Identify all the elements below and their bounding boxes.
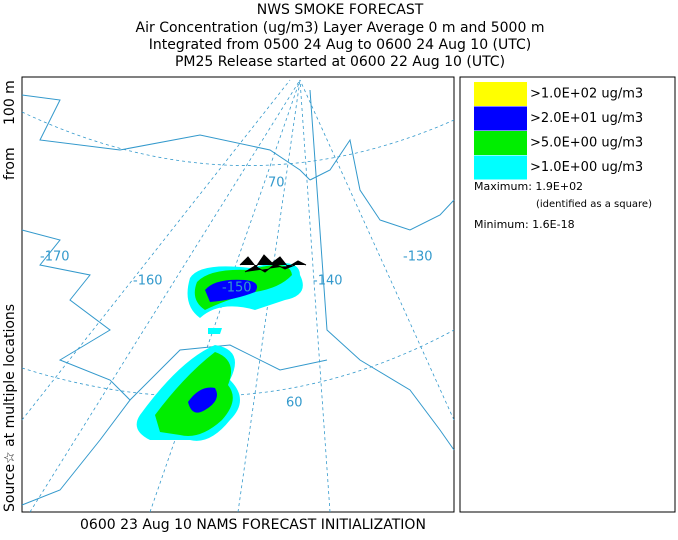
legend-swatch	[474, 131, 527, 155]
map-label: -160	[133, 274, 163, 289]
legend-swatch	[474, 106, 527, 131]
plume	[205, 279, 258, 302]
legend-label: >2.0E+01 ug/m3	[530, 111, 643, 126]
legend-label: >1.0E+00 ug/m3	[530, 160, 643, 175]
footer: 0600 23 Aug 10 NAMS FORECAST INITIALIZAT…	[80, 517, 426, 533]
plume	[155, 352, 233, 436]
side-label: 100 m	[2, 80, 18, 125]
coastline	[21, 89, 455, 506]
sources	[239, 254, 307, 273]
legend-swatch	[474, 155, 527, 180]
header-line: Air Concentration (ug/m3) Layer Average …	[136, 20, 545, 36]
header-line: PM25 Release started at 0600 22 Aug 10 (…	[175, 54, 505, 70]
plume	[208, 328, 222, 334]
legend-label: >5.0E+00 ug/m3	[530, 136, 643, 151]
map-label: -130	[403, 250, 433, 265]
legend-swatch	[474, 82, 527, 106]
maximum: Maximum: 1.9E+02	[474, 180, 583, 193]
side-label: Source☆ at multiple locations	[2, 304, 18, 512]
minimum: Minimum: 1.6E-18	[474, 218, 575, 231]
map-label: -150	[222, 281, 252, 296]
side-label: from	[2, 147, 18, 180]
map-label: 60	[286, 396, 303, 411]
plume	[188, 387, 218, 413]
map-label: -140	[313, 274, 343, 289]
max-note: (identified as a square)	[536, 199, 652, 210]
plumes	[136, 262, 303, 441]
header-line: Integrated from 0500 24 Aug to 0600 24 A…	[149, 37, 532, 53]
title: NWS SMOKE FORECAST	[257, 2, 424, 18]
map-label: 70	[268, 176, 285, 191]
legend-label: >1.0E+02 ug/m3	[530, 87, 643, 102]
map-label: -170	[40, 250, 70, 265]
